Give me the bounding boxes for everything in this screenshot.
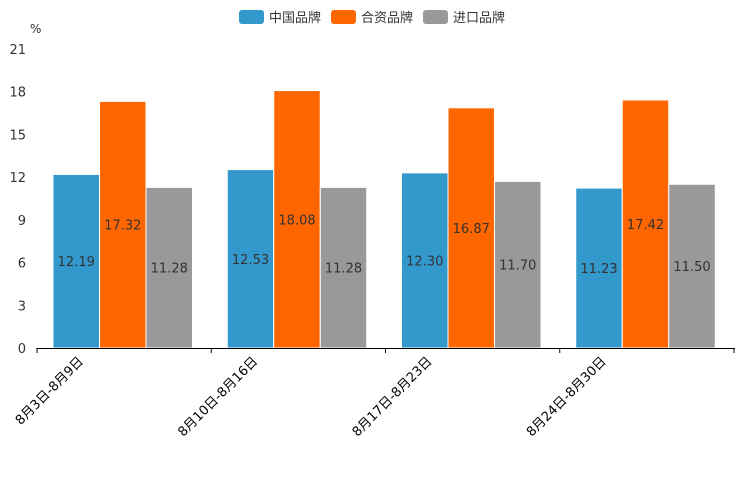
legend-label-china-brand: 中国品牌: [268, 11, 321, 26]
bar-imported-brand: [668, 183, 716, 349]
bar-data-label: 17.42: [627, 218, 664, 233]
legend-swatch-china-brand: [238, 9, 264, 24]
bar-joint-venture-brand: [447, 107, 495, 349]
bar-joint-venture-brand: [273, 90, 321, 349]
y-tick-label: 6: [18, 257, 26, 272]
bar-china-brand: [575, 187, 623, 349]
bar-data-label: 11.23: [580, 262, 617, 277]
bar-joint-venture-brand: [99, 100, 147, 349]
y-axis-unit: %: [30, 22, 42, 36]
bar-data-label: 11.28: [325, 262, 362, 277]
bar-china-brand: [401, 172, 449, 349]
y-tick-label: 18: [9, 86, 26, 101]
y-tick-label: 12: [9, 171, 26, 186]
bar-data-label: 11.28: [151, 262, 188, 277]
x-category-label: 8月3日-8月9日: [13, 354, 87, 428]
bar-data-label: 12.19: [58, 255, 95, 270]
y-tick-label: 15: [9, 128, 26, 143]
y-tick-label: 0: [18, 342, 26, 357]
legend-label-imported-brand: 进口品牌: [453, 11, 506, 26]
bar-data-label: 11.50: [673, 260, 710, 275]
y-tick-label: 9: [18, 214, 26, 229]
legend-swatch-imported-brand: [423, 9, 448, 24]
bar-data-label: 17.32: [104, 219, 141, 234]
legend-swatch-joint-venture-brand: [330, 9, 356, 24]
legend-item-imported-brand[interactable]: 进口品牌: [423, 7, 505, 26]
legend-item-joint-venture-brand[interactable]: 合资品牌: [330, 7, 413, 26]
bar-data-label: 12.30: [406, 254, 443, 269]
bar-data-label: 11.70: [499, 259, 536, 274]
legend-label-joint-venture-brand: 合资品牌: [360, 11, 413, 26]
x-category-label: 8月10日-8月16日: [175, 354, 261, 440]
x-category-label: 8月24日-8月30日: [524, 354, 610, 440]
bar-imported-brand: [494, 180, 542, 349]
bar-data-label: 18.08: [278, 213, 315, 228]
bar-data-label: 12.53: [232, 253, 269, 268]
bar-imported-brand: [319, 186, 368, 349]
y-tick-label: 3: [18, 299, 26, 314]
bar-data-label: 16.87: [453, 222, 490, 237]
legend: 中国品牌 合资品牌 进口品牌: [0, 7, 744, 26]
y-tick-label: 21: [9, 43, 26, 58]
legend-item-china-brand[interactable]: 中国品牌: [238, 7, 321, 26]
x-category-label: 8月17日-8月23日: [350, 354, 436, 440]
bar-imported-brand: [145, 186, 193, 349]
